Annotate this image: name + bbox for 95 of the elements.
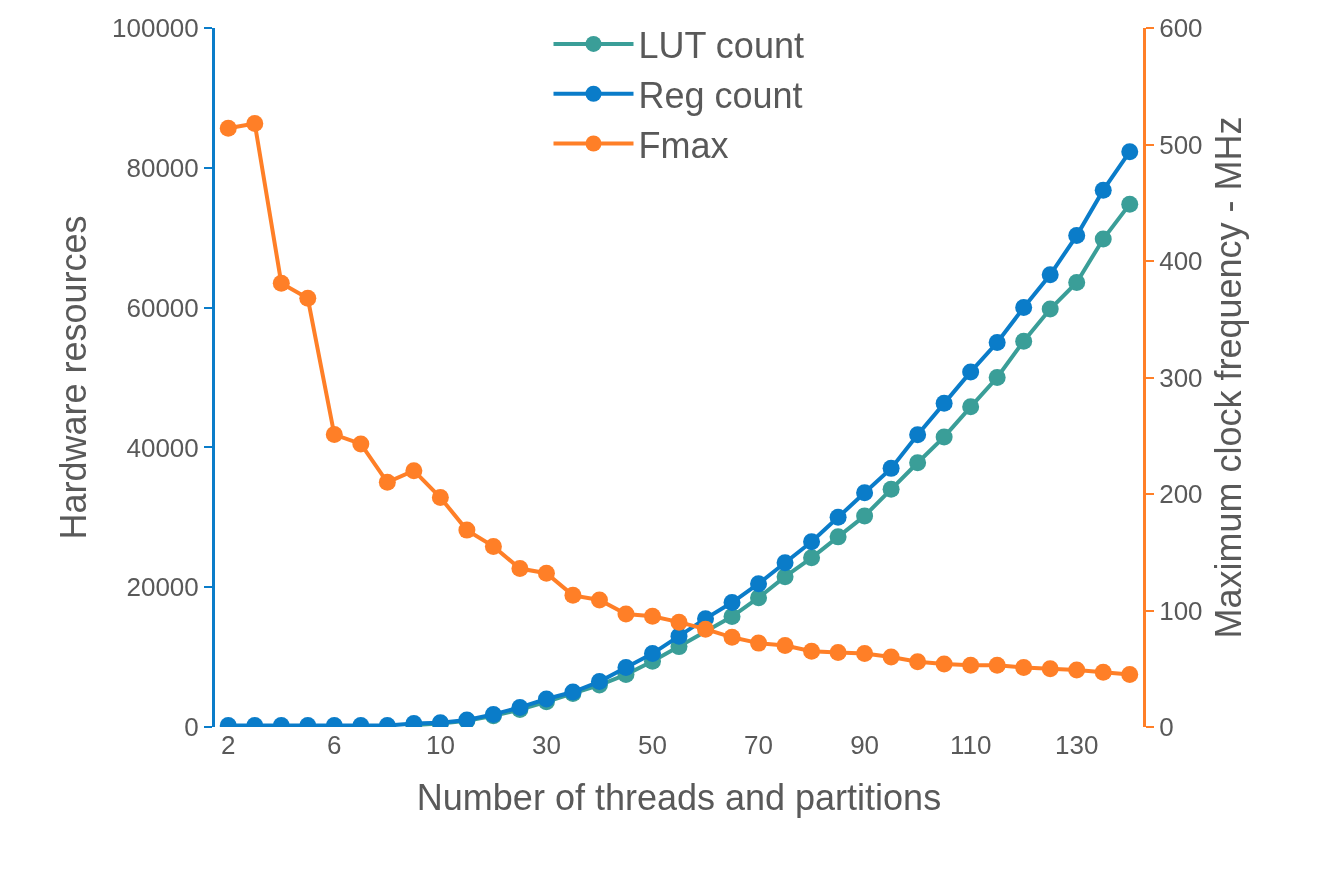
point [511,560,529,578]
y-tick-label: 100000 [112,13,199,44]
point [697,620,715,638]
point [750,589,768,607]
point [988,369,1006,386]
point [537,564,555,582]
y2-tick-label: 0 [1159,712,1174,743]
point [1094,181,1112,199]
point [856,507,874,525]
y2-tick-label: 200 [1159,479,1203,510]
point [988,334,1006,352]
point [829,643,847,661]
point [1015,299,1033,317]
y2-tick-label: 100 [1159,595,1203,626]
point [564,586,582,604]
y-tick-label: 40000 [126,432,199,463]
point [617,605,635,623]
y2-tick-label: 600 [1159,13,1203,44]
point [803,533,821,551]
point [723,628,741,646]
point [909,653,927,671]
point [776,636,794,654]
y-tick-label: 80000 [126,152,199,183]
x-tick-label: 50 [638,730,667,760]
point [882,648,900,666]
point [750,575,768,593]
point [988,656,1006,674]
point [750,634,768,652]
point [1068,273,1086,291]
x-tick-label: 70 [744,730,773,760]
point [272,274,290,292]
y2-tick-label: 500 [1159,129,1203,160]
point [829,528,847,546]
y2-axis-title: Maximum clock frequency - MHz [1208,116,1250,639]
point [856,645,874,663]
y-axis-title: Hardware resources [52,215,94,540]
point [617,659,635,677]
point [378,473,396,491]
point [1068,227,1086,245]
legend-label: Fmax [638,124,729,166]
point [1121,143,1139,161]
y2-tick-label: 400 [1159,246,1203,277]
point [882,459,900,477]
point [803,642,821,660]
point [856,484,874,502]
x-axis-title: Number of threads and partitions [416,776,942,818]
point [405,462,423,480]
point [1121,666,1139,684]
point [590,591,608,609]
point [1094,230,1112,248]
x-tick-label: 90 [850,730,880,760]
point [1015,659,1033,677]
point [1041,300,1059,318]
point [962,398,980,416]
point [219,119,237,137]
point [723,594,741,612]
point [1068,661,1086,679]
point [431,489,449,506]
point [246,115,264,133]
point [909,454,927,472]
point [1041,660,1059,678]
x-tick-label: 110 [949,730,992,760]
x-tick-label: 2 [221,730,236,760]
point [644,607,661,625]
point [670,613,688,631]
y-tick-label: 60000 [126,292,199,323]
point [829,508,847,526]
y2-tick-label: 300 [1159,362,1203,393]
y-tick-label: 20000 [126,572,199,603]
point [644,645,661,663]
point [803,549,821,567]
y-tick-label: 0 [184,712,199,743]
point [962,656,980,674]
point [352,435,370,453]
point [299,289,317,307]
point [962,363,980,381]
point [1041,266,1059,284]
point [935,428,953,446]
legend-label: LUT count [638,24,804,66]
point [882,480,900,498]
point [458,521,476,539]
point [1015,332,1033,350]
point [776,554,794,572]
x-tick-label: 30 [531,730,561,760]
x-tick-label: 10 [425,730,455,760]
point [935,394,953,412]
point [1121,195,1139,213]
point [1094,663,1112,681]
legend-label: Reg count [638,74,803,116]
point [935,655,953,673]
point [325,426,343,444]
point [484,537,502,555]
x-tick-label: 6 [327,730,342,760]
point [909,426,927,444]
x-tick-label: 130 [1055,730,1099,760]
